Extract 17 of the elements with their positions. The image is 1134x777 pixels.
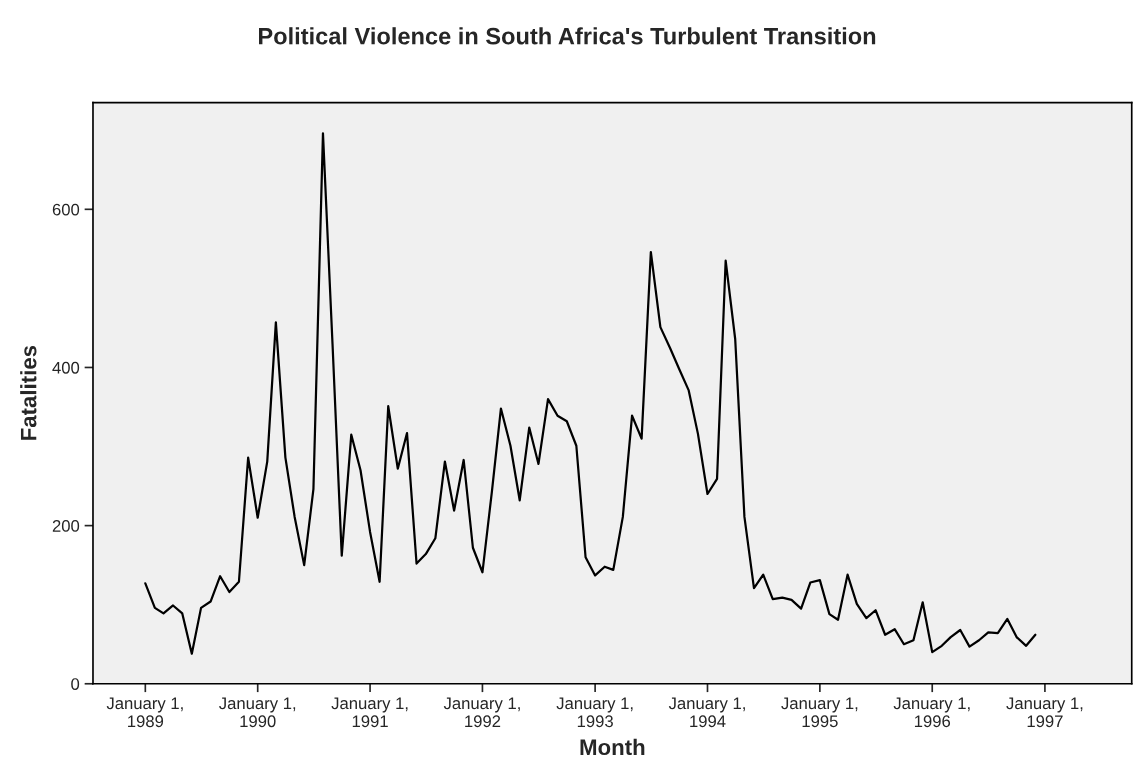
- x-tick-label: January 1, 1994: [668, 697, 745, 728]
- x-axis-title: Month: [580, 738, 645, 756]
- y-tick-label: 200: [52, 520, 80, 532]
- x-tick-label: January 1, 1997: [1006, 697, 1083, 728]
- x-tick-label: January 1, 1989: [106, 697, 183, 728]
- x-tick-label: January 1, 1993: [556, 697, 633, 728]
- x-tick-label: January 1, 1996: [893, 697, 970, 728]
- chart-title: Political Violence in South Africa's Turbulent Transition: [259, 27, 876, 45]
- y-tick-label: 600: [52, 203, 80, 216]
- y-axis-title: Fatalities: [20, 345, 37, 440]
- line-series: [144, 132, 1037, 655]
- x-tick-label: January 1, 1990: [219, 697, 296, 728]
- y-tick-label: 400: [52, 361, 80, 374]
- x-tick-label: January 1, 1995: [781, 697, 858, 728]
- x-tick-label: January 1, 1991: [331, 697, 408, 728]
- y-tick-label: 0: [71, 678, 80, 690]
- x-tick-label: January 1, 1992: [443, 697, 520, 728]
